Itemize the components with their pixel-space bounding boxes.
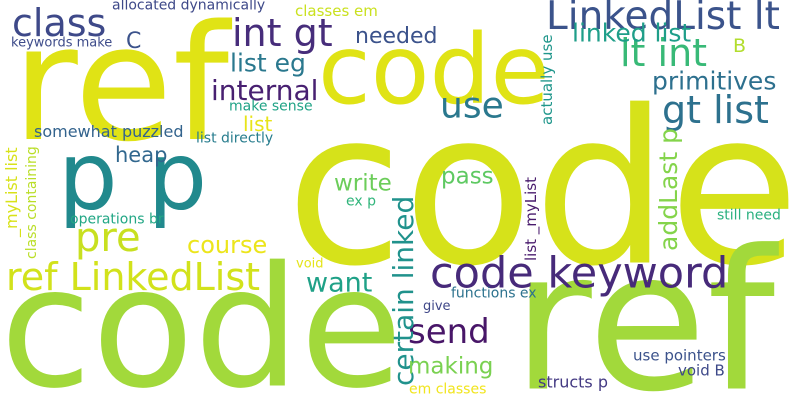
word-course: course [187,231,268,259]
word-give: give [423,299,451,314]
word-primitives: primitives [652,66,777,96]
word-write: write [334,170,392,197]
word-ex-p: ex p [346,193,376,210]
word-actually-use: actually use [538,34,556,125]
word-allocated-dynamically: allocated dynamically [112,0,266,14]
word-making: making [408,353,494,380]
word-operations-br: operations br [70,211,164,228]
word-still-need: still need [717,207,781,224]
word-send: send [408,312,490,352]
word-mylist-list: _myList list [2,147,21,237]
word-classes-em: classes em [295,2,378,20]
word-make-sense: make sense [229,98,313,115]
word-use: use [440,85,504,127]
word-linkedlist-lt: LinkedList lt [546,0,780,39]
word-functions-ex: functions ex [451,285,537,302]
word-code-keyword: code keyword [430,248,729,299]
word-em-classes: em classes [409,381,487,398]
word-class-containing: class containing [24,146,40,259]
word-list-mylist: list _myList [522,176,540,261]
word-c: C [126,29,142,54]
word-linked-list: linked list [572,18,692,48]
word-want: want [306,267,373,299]
word-code-2: code [0,231,403,400]
word-gt-list: gt list [662,88,769,132]
word-addlast-p: addLast p [654,128,683,251]
word-keywords-make: keywords make [11,35,113,51]
word-structs-p: structs p [538,372,608,392]
word-pass: pass [441,163,494,190]
word-b: B [733,35,747,57]
word-class: class [12,1,107,45]
word-ref-linkedlist: ref LinkedList [6,255,261,299]
word-somewhat-puzzled: somewhat puzzled [34,122,184,141]
word-list: list [243,112,273,136]
word-void-b: void B [678,361,725,380]
word-needed: needed [355,24,438,49]
word-ref-1: ref [512,208,776,400]
word-ref-2: ref [12,0,230,177]
word-internal: internal [211,74,319,107]
word-list-directly: list directly [196,130,274,147]
word-pre: pre [75,215,141,261]
word-p-p: p p [58,122,208,232]
word-code-1: code [286,65,800,314]
word-int-gt: int gt [232,11,333,55]
word-use-pointers: use pointers [633,346,726,365]
word-lt-int: lt int [620,31,708,75]
word-code-3: code [318,14,550,126]
word-heap: heap [115,143,168,167]
word-void: void [296,256,324,272]
word-list-eg: list eg [230,48,306,78]
